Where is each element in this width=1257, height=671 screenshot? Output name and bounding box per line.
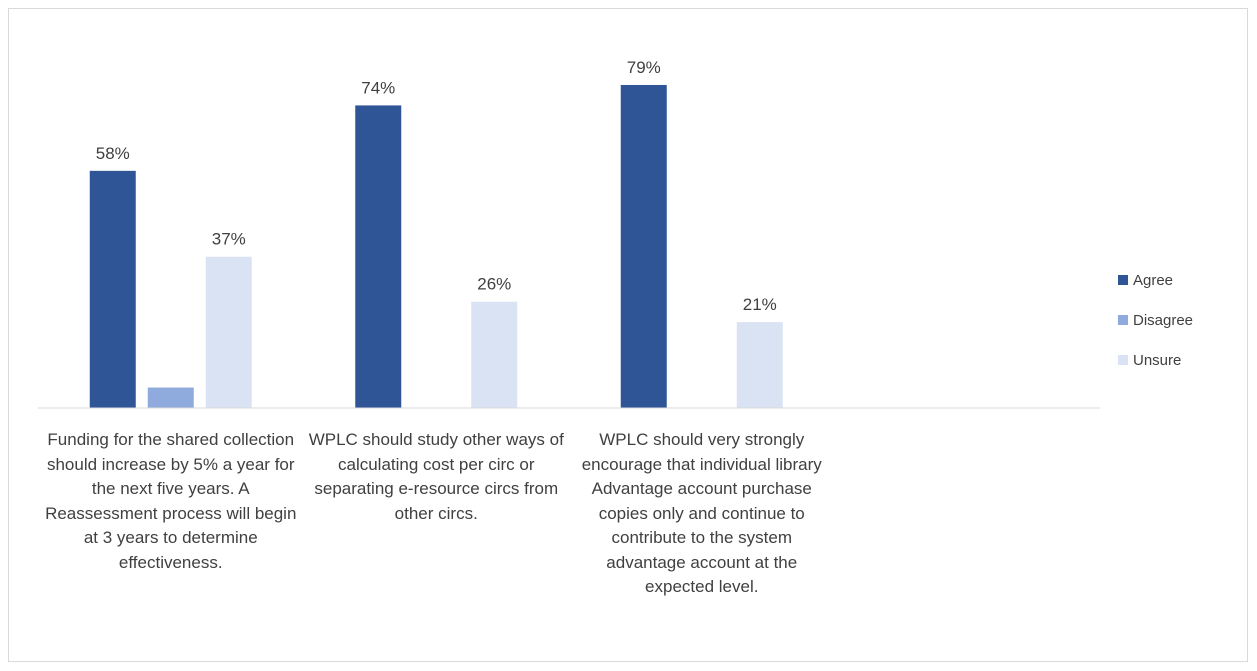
data-label: 74% — [361, 78, 395, 97]
bar — [471, 301, 518, 408]
x-tick-label: Funding for the shared collection should… — [45, 430, 297, 572]
legend-swatch — [1118, 275, 1128, 285]
data-label: 79% — [627, 58, 661, 77]
bar — [205, 256, 252, 408]
bar — [89, 170, 136, 408]
data-label: 58% — [96, 144, 130, 163]
chart-frame — [8, 8, 1248, 662]
data-label: 21% — [743, 295, 777, 314]
x-tick-label: WPLC should very strongly encourage that… — [581, 430, 822, 596]
legend-swatch — [1118, 315, 1128, 325]
bar — [620, 84, 667, 408]
data-label: 37% — [212, 230, 246, 249]
data-label: 26% — [477, 275, 511, 294]
legend-label: Unsure — [1133, 352, 1181, 369]
x-tick-label: WPLC should study other ways of calculat… — [308, 430, 564, 523]
bar — [147, 387, 194, 408]
bar — [355, 105, 402, 408]
legend-swatch — [1118, 355, 1128, 365]
legend-label: Disagree — [1133, 312, 1193, 329]
legend-label: Agree — [1133, 272, 1173, 289]
bar — [736, 322, 783, 408]
